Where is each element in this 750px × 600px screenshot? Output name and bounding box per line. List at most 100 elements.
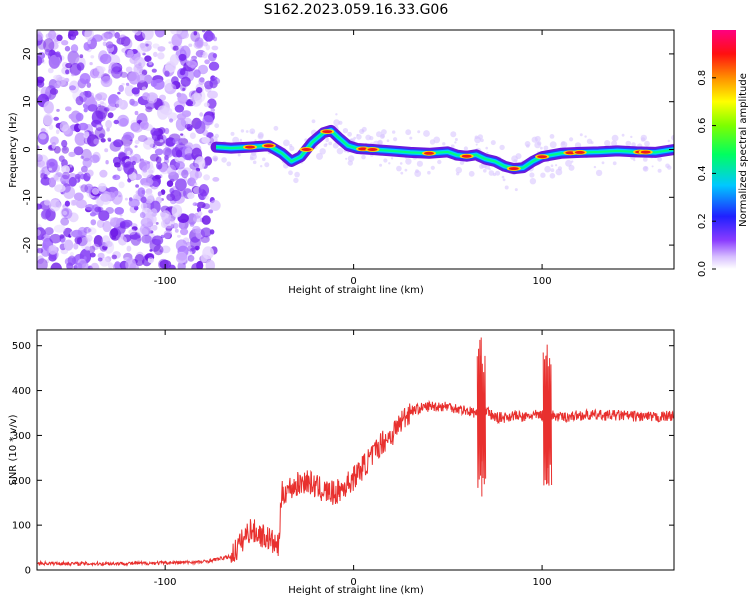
noise-blob	[201, 51, 208, 59]
noise-blob	[130, 100, 139, 107]
spectrogram-x-ticks: -100 0 100	[154, 30, 552, 287]
ridge-halo	[214, 123, 220, 129]
ridge-halo	[415, 169, 419, 174]
ridge-halo	[485, 146, 489, 150]
noise-blob	[205, 259, 216, 269]
spectrogram-y-tick-label: -10	[22, 189, 33, 205]
noise-blob	[156, 161, 163, 170]
noise-blob	[44, 48, 51, 56]
ridge-halo	[288, 170, 293, 176]
ridge-peak	[358, 147, 368, 151]
noise-blob	[194, 245, 200, 251]
noise-blob	[40, 209, 51, 220]
noise-blob	[203, 174, 211, 181]
ridge-halo	[365, 134, 372, 141]
ridge-halo	[427, 170, 431, 175]
ridge-halo	[392, 130, 396, 134]
noise-blob	[211, 45, 219, 51]
noise-blob	[113, 139, 124, 148]
ridge-halo	[417, 130, 421, 134]
noise-blob	[125, 66, 133, 73]
noise-blob	[162, 143, 167, 148]
colorbar-label: Normalized spectral amplitude	[738, 73, 749, 227]
ridge-halo	[504, 185, 509, 190]
noise-blob	[142, 52, 146, 56]
ridge-halo	[579, 133, 583, 137]
noise-blob	[131, 30, 139, 34]
noise-blob	[191, 64, 196, 69]
noise-blob	[194, 170, 203, 179]
noise-blob	[207, 98, 217, 109]
noise-blob	[82, 157, 92, 168]
noise-blob	[180, 228, 189, 236]
spectrogram-y-tick-label: 20	[22, 48, 33, 61]
noise-blob	[60, 174, 70, 185]
noise-blob	[157, 52, 165, 60]
noise-blob	[90, 262, 100, 269]
ridge-halo	[513, 159, 518, 164]
colorbar-tick-label: 0.2	[697, 213, 708, 229]
ridge-halo	[252, 160, 257, 165]
noise-blob	[194, 37, 204, 48]
noise-blob	[193, 31, 198, 36]
noise-blob	[196, 207, 202, 213]
noise-blob	[66, 262, 74, 269]
ridge-halo	[529, 172, 535, 178]
noise-blob	[71, 199, 78, 206]
noise-blob	[37, 159, 46, 168]
ridge-halo	[442, 142, 446, 146]
ridge-halo	[383, 158, 388, 163]
noise-blob	[149, 153, 159, 162]
ridge-halo	[264, 162, 270, 168]
ridge-halo	[515, 153, 522, 160]
noise-blob	[119, 214, 123, 217]
ridge-halo	[667, 139, 670, 143]
noise-blob	[100, 75, 113, 88]
noise-blob	[54, 184, 66, 193]
noise-blob	[188, 43, 193, 47]
noise-blob	[62, 171, 70, 180]
noise-blob	[48, 30, 57, 40]
ridge-halo	[561, 141, 566, 146]
noise-blob	[184, 153, 195, 161]
noise-blob	[147, 253, 155, 259]
ridge-halo	[586, 138, 593, 144]
noise-blob	[133, 56, 146, 69]
noise-blob	[84, 90, 92, 98]
ridge-halo	[333, 119, 340, 126]
noise-blob	[184, 147, 193, 156]
noise-blob	[175, 117, 187, 131]
ridge-peak	[424, 151, 434, 155]
noise-blob	[201, 30, 206, 33]
ridge-halo	[455, 166, 462, 174]
noise-blob	[56, 76, 67, 87]
noise-blob	[176, 113, 187, 121]
noise-blob	[140, 202, 148, 210]
noise-blob	[194, 203, 198, 206]
ridge-halo	[454, 141, 457, 144]
ridge-halo	[405, 129, 412, 136]
snr-y-ticks: 0 100 200 300 400 500	[12, 341, 674, 577]
ridge-halo	[388, 162, 391, 165]
ridge-halo	[502, 178, 506, 182]
noise-blob	[128, 198, 140, 208]
noise-blob	[204, 80, 214, 90]
noise-blob	[107, 103, 117, 111]
noise-blob	[79, 54, 84, 59]
noise-blob	[174, 104, 185, 113]
ridge-halo	[529, 178, 537, 185]
noise-blob	[37, 255, 44, 265]
noise-blob	[208, 209, 214, 214]
snr-y-label: SNR (10 * v/v)	[8, 414, 19, 485]
noise-blob	[86, 169, 94, 177]
noise-blob	[176, 252, 188, 261]
noise-blob	[83, 42, 91, 51]
ridge-halo	[249, 128, 256, 135]
ridge-halo	[356, 134, 362, 140]
noise-blob	[99, 101, 105, 105]
noise-blob	[84, 246, 91, 251]
noise-blob	[175, 178, 187, 191]
ridge-halo	[319, 148, 326, 155]
noise-blob	[124, 84, 135, 97]
ridge-halo	[262, 157, 266, 162]
